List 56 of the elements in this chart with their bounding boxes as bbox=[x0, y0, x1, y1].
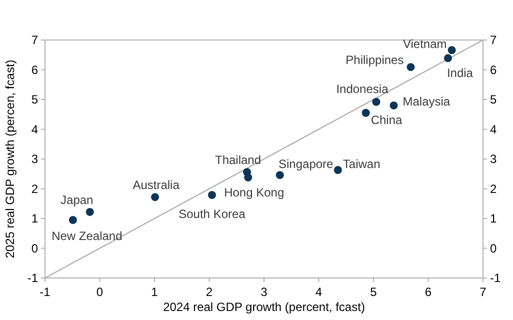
annotation: Thailand bbox=[215, 153, 262, 168]
y-tick-label: 7 bbox=[31, 33, 38, 47]
point bbox=[390, 101, 398, 110]
y-tick-label: 6 bbox=[31, 62, 38, 77]
annotation: Taiwan bbox=[342, 157, 380, 172]
annotation: New Zealand bbox=[52, 228, 122, 243]
annotation: Indonesia bbox=[336, 82, 389, 96]
y-tick-label: 0 bbox=[31, 241, 38, 256]
annotation: China bbox=[370, 112, 403, 127]
point bbox=[362, 108, 370, 117]
y2-tick-label: -1 bbox=[490, 271, 501, 285]
annotation: Hong Kong bbox=[224, 185, 284, 200]
point bbox=[372, 98, 380, 106]
point bbox=[444, 54, 452, 62]
x-tick-label: 5 bbox=[370, 285, 378, 299]
y2-tick-label: 4 bbox=[490, 122, 497, 136]
annotation: Japan bbox=[60, 192, 94, 207]
point bbox=[406, 63, 415, 72]
point bbox=[208, 190, 216, 199]
x-tick-label: 6 bbox=[424, 285, 432, 299]
point bbox=[448, 46, 456, 54]
point bbox=[334, 166, 342, 174]
annotation: India bbox=[446, 66, 474, 80]
point bbox=[86, 208, 94, 216]
annotation: Singapore bbox=[278, 157, 334, 172]
y2-tick-label: 6 bbox=[490, 62, 497, 77]
y2-tick-label: 2 bbox=[490, 182, 497, 196]
annotation: South Korea bbox=[178, 206, 246, 221]
annotation: Vietnam bbox=[402, 37, 447, 52]
x-tick-label: 4 bbox=[315, 285, 322, 299]
y-axis-title: 2025 real GDP growth (percen, fcast) bbox=[3, 60, 17, 258]
y-tick-label: 1 bbox=[31, 212, 38, 226]
x-tick-label: -1 bbox=[40, 285, 51, 299]
point bbox=[244, 173, 252, 182]
annotation: Malaysia bbox=[402, 94, 450, 108]
y-tick-label: 4 bbox=[31, 122, 38, 136]
y-tick-label: 5 bbox=[31, 92, 38, 106]
point bbox=[68, 216, 77, 224]
x-axis-title: 2024 real GDP growth (percent, fcast) bbox=[163, 300, 365, 314]
point bbox=[151, 193, 160, 202]
x-tick-label: 3 bbox=[260, 285, 268, 299]
annotation: Philippines bbox=[346, 53, 404, 68]
y-tick-label: 2 bbox=[31, 182, 38, 196]
y-tick-label: -1 bbox=[27, 271, 38, 285]
x-tick-label: 2 bbox=[206, 285, 213, 299]
x-tick-label: 1 bbox=[151, 285, 158, 299]
x-tick-label: 7 bbox=[480, 285, 487, 299]
point bbox=[276, 171, 284, 180]
x-tick-label: 0 bbox=[96, 285, 104, 299]
y2-tick-label: 1 bbox=[490, 212, 497, 226]
y2-tick-label: 3 bbox=[490, 152, 497, 166]
y2-tick-label: 7 bbox=[490, 33, 497, 47]
annotation: Australia bbox=[132, 178, 180, 192]
y2-tick-label: 0 bbox=[490, 241, 497, 256]
y-tick-label: 3 bbox=[31, 152, 38, 166]
y2-tick-label: 5 bbox=[490, 92, 497, 106]
